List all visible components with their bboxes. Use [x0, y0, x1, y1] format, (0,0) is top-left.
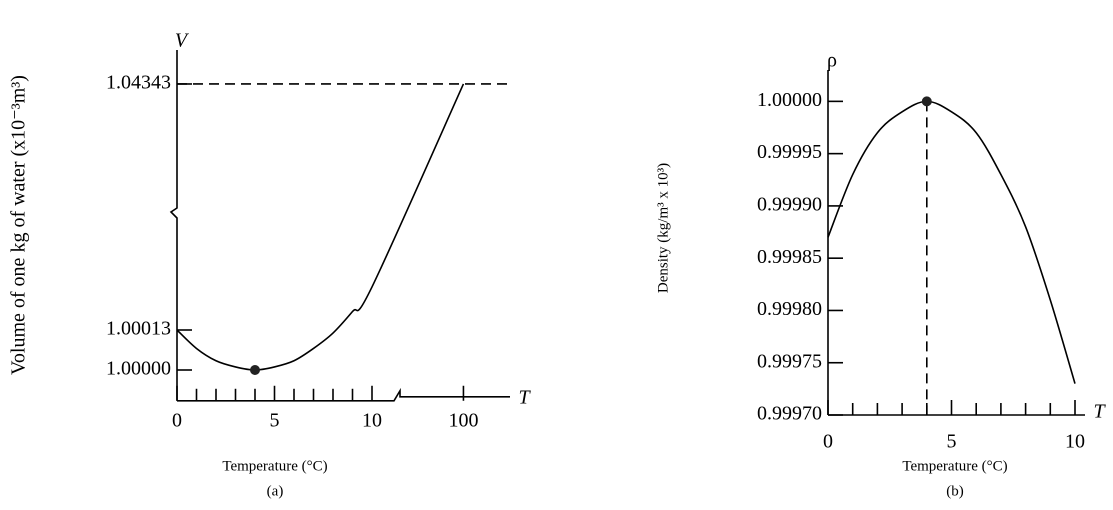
data-line [176, 83, 465, 371]
x-axis-name: T [1093, 401, 1106, 423]
x-tick-label: 5 [270, 410, 280, 432]
y-tick-label: 0.99975 [757, 350, 822, 372]
y-axis-label: Volume of one kg of water (x10⁻³m³) [8, 75, 30, 375]
x-tick-label: 0 [172, 410, 182, 432]
y-axis-name: ρ [827, 50, 837, 72]
y-tick-label: 1.04343 [106, 72, 171, 94]
y-tick-label: 1.00000 [106, 358, 171, 380]
x-axis-name: T [518, 386, 531, 408]
x-axis-label: Temperature (°C) [222, 458, 327, 474]
highlight-point [921, 96, 932, 107]
y-tick-label: 0.99990 [757, 194, 822, 216]
highlight-point [250, 365, 260, 375]
x-tick-label: 10 [362, 410, 382, 432]
y-tick-label: 0.99980 [757, 298, 822, 320]
y-axis-name: V [175, 30, 190, 52]
x-tick-label: 100 [448, 410, 478, 432]
x-tick-label: 10 [1065, 431, 1085, 453]
y-tick-label: 0.99995 [757, 141, 822, 163]
data-line [827, 100, 1076, 384]
y-tick-label: 0.99985 [757, 246, 822, 268]
x-axis-label: Temperature (°C) [902, 458, 1007, 474]
panel-label: (a) [267, 483, 284, 499]
x-axis [177, 387, 510, 402]
y-tick-label: 1.00013 [106, 318, 171, 340]
x-tick-label: 0 [823, 431, 833, 453]
y-tick-label: 0.99970 [757, 403, 822, 425]
y-axis [169, 50, 178, 401]
y-tick-label: 1.00000 [757, 89, 822, 111]
y-axis-label: Density (kg/m³ x 10³) [655, 163, 671, 293]
x-tick-label: 5 [947, 431, 957, 453]
panel-label: (b) [946, 483, 964, 499]
